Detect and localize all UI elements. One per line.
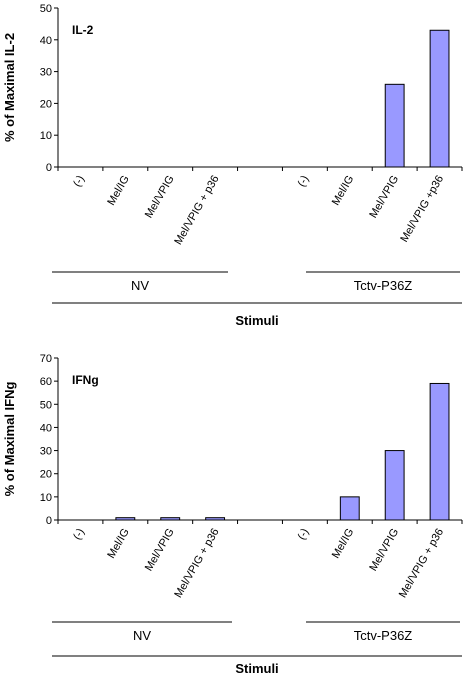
- x-axis-title: Stimuli: [235, 313, 278, 328]
- category-label: Mel/VPIG + p36: [172, 527, 221, 601]
- category-label: (-): [296, 527, 312, 543]
- x-axis-title: Stimuli: [235, 661, 278, 675]
- category-label: Mel/VPIG: [367, 527, 401, 574]
- group-label: Tctv-P36Z: [354, 628, 413, 643]
- y-tick-label: 70: [40, 353, 52, 365]
- y-tick-label: 50: [40, 3, 52, 15]
- y-tick-label: 40: [40, 35, 52, 47]
- y-tick-label: 40: [40, 422, 52, 434]
- y-tick-label: 10: [40, 492, 52, 504]
- y-tick-label: 20: [40, 98, 52, 110]
- category-label: (-): [296, 174, 312, 190]
- bar: [384, 450, 405, 521]
- category-label: Mel/VPIG: [367, 174, 401, 221]
- bar: [115, 517, 136, 521]
- category-label: (-): [71, 174, 87, 190]
- category-label: Mel/IG: [105, 527, 132, 561]
- category-label: Mel/VPIG +p36: [398, 174, 446, 245]
- y-axis-title: % of Maximal IFNg: [2, 382, 17, 497]
- y-tick-label: 30: [40, 446, 52, 458]
- y-axis-title: % of Maximal IL-2: [2, 33, 17, 142]
- y-tick-label: 20: [40, 469, 52, 481]
- category-label: Mel/VPIG + p36: [397, 527, 446, 601]
- category-label: Mel/VPIG: [143, 174, 177, 221]
- category-label: Mel/VPIG + p36: [172, 174, 221, 248]
- category-label: Mel/IG: [330, 527, 357, 561]
- y-tick-label: 50: [40, 399, 52, 411]
- bar: [429, 29, 450, 168]
- group-label: Tctv-P36Z: [354, 278, 413, 293]
- category-label: (-): [71, 527, 87, 543]
- bar: [160, 517, 181, 521]
- y-tick-label: 10: [40, 130, 52, 142]
- y-tick-label: 60: [40, 376, 52, 388]
- bar: [384, 83, 405, 168]
- bar: [339, 496, 360, 521]
- category-label: Mel/IG: [330, 174, 357, 208]
- panel-label: IFNg: [72, 373, 99, 387]
- bar: [205, 517, 226, 521]
- category-label: Mel/VPIG: [143, 527, 177, 574]
- y-tick-label: 30: [40, 67, 52, 79]
- panel-label: IL-2: [72, 23, 94, 37]
- group-label: NV: [133, 628, 151, 643]
- category-label: Mel/IG: [105, 174, 132, 208]
- group-label: NV: [131, 278, 149, 293]
- bar: [429, 382, 450, 521]
- y-tick-label: 0: [46, 162, 52, 174]
- y-tick-label: 0: [46, 515, 52, 527]
